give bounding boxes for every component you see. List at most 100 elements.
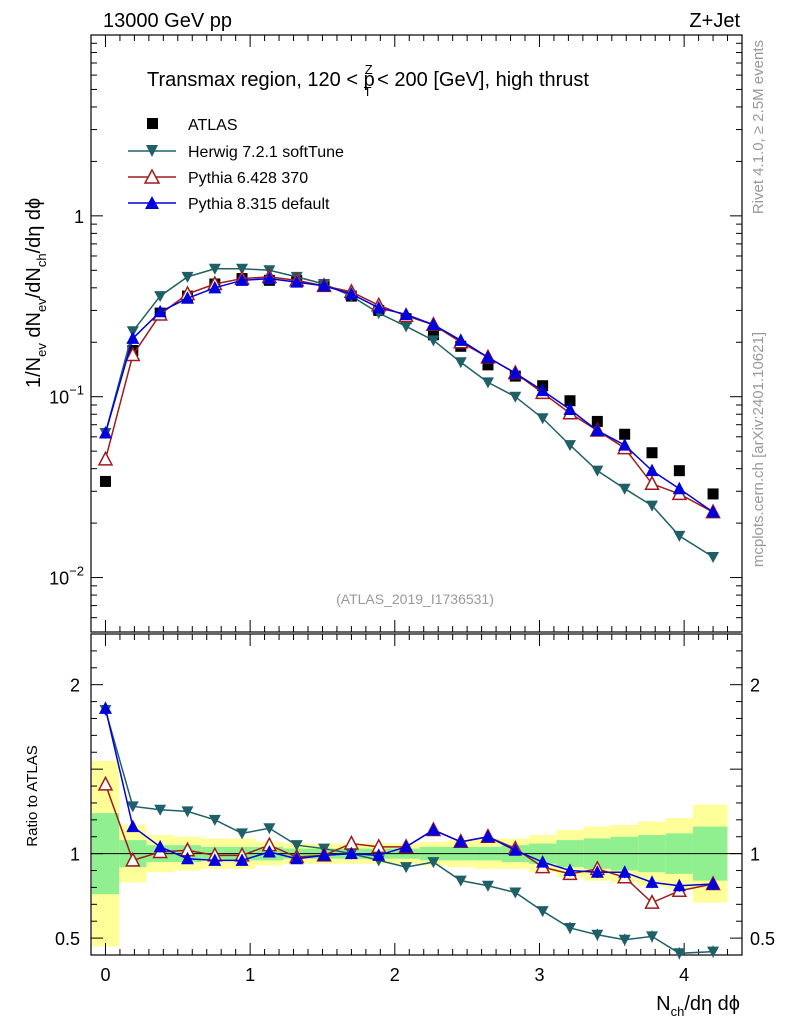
energy-label: 13000 GeV pp xyxy=(103,10,232,32)
point-atlas xyxy=(482,359,494,371)
y-tick-exponent: −1 xyxy=(69,383,84,398)
y-label-part-5: ch xyxy=(34,253,49,267)
y-tick-base: 10 xyxy=(49,569,69,589)
x-tick-label: 3 xyxy=(534,965,544,985)
y-tick-label: 10−1 xyxy=(49,383,84,408)
x-tick-label: 0 xyxy=(100,965,110,985)
ratio-series xyxy=(97,701,721,960)
ratio-tick-label: 0.5 xyxy=(55,929,80,949)
ratio-point-herwig-7-2-1-softtune xyxy=(509,887,522,899)
ratio-point-pythia-8-315-default xyxy=(180,851,194,865)
ratio-point-pythia-8-315-default xyxy=(290,851,304,865)
ratio-point-herwig-7-2-1-softtune xyxy=(236,828,249,840)
point-pythia-8-315-default xyxy=(536,383,550,397)
x-tick-label: 2 xyxy=(390,965,400,985)
point-herwig-7-2-1-softtune xyxy=(563,440,576,452)
ratio-point-herwig-7-2-1-softtune xyxy=(673,948,686,960)
ratio-point-herwig-7-2-1-softtune xyxy=(536,906,549,918)
ratio-tick-label: 2 xyxy=(70,676,80,696)
point-herwig-7-2-1-softtune xyxy=(154,291,167,303)
x-tick-label: 1 xyxy=(245,965,255,985)
ratio-frame xyxy=(90,633,743,956)
point-pythia-8-315-default xyxy=(706,505,720,518)
point-pythia-8-315-default xyxy=(126,331,140,344)
y-label-part-0: 1/N xyxy=(23,357,45,388)
point-pythia-6-428-370 xyxy=(644,475,660,491)
ratio-point-pythia-8-315-default xyxy=(344,846,358,860)
y-tick-exponent: −2 xyxy=(69,564,84,579)
point-pythia-8-315-default xyxy=(508,366,522,379)
point-pythia-8-315-default xyxy=(590,423,604,437)
x-label-part-1: ch xyxy=(671,1004,685,1019)
plot-title-post: < 200 [GeV], high thrust xyxy=(372,69,590,91)
plot-title-sub: T xyxy=(364,84,372,99)
legend-label-atlas: ATLAS xyxy=(188,117,238,134)
point-pythia-8-315-default xyxy=(153,304,167,318)
y-axis-label: 1/Nev dNev/dNch/dη dϕ xyxy=(23,198,49,388)
ratio-point-pythia-6-428-370 xyxy=(125,851,141,867)
ratio-point-pythia-8-315-default xyxy=(372,848,386,861)
point-pythia-8-315-default xyxy=(426,317,440,331)
point-herwig-7-2-1-softtune xyxy=(208,263,221,275)
legend-marker-herwig xyxy=(146,145,158,157)
point-pythia-8-315-default xyxy=(235,273,249,286)
point-atlas xyxy=(619,428,631,440)
legend-marker-pythia8 xyxy=(145,196,159,209)
series-line-herwig-7-2-1-softtune xyxy=(104,267,714,558)
ratio-point-pythia-6-428-370 xyxy=(644,894,660,909)
ratio-point-pythia-8-315-default xyxy=(317,848,331,861)
point-atlas xyxy=(427,329,439,341)
ratio-point-pythia-8-315-default xyxy=(426,822,440,836)
point-herwig-7-2-1-softtune xyxy=(618,483,631,495)
point-pythia-8-315-default xyxy=(208,280,222,294)
y-label-part-3: ev xyxy=(34,298,49,312)
legend: ATLAS Herwig 7.2.1 softTune Pythia 6.428… xyxy=(128,117,344,213)
point-herwig-7-2-1-softtune xyxy=(591,465,604,477)
point-pythia-8-315-default xyxy=(454,333,468,346)
point-pythia-8-315-default xyxy=(563,402,577,415)
point-pythia-8-315-default xyxy=(290,275,304,288)
ratio-point-herwig-7-2-1-softtune xyxy=(181,806,194,818)
ratio-y-label: Ratio to ATLAS xyxy=(24,745,41,846)
point-pythia-8-315-default xyxy=(399,307,413,320)
ratio-point-herwig-7-2-1-softtune xyxy=(400,862,413,874)
point-herwig-7-2-1-softtune xyxy=(400,321,413,333)
ratio-point-pythia-8-315-default xyxy=(153,839,167,853)
point-pythia-8-315-default xyxy=(372,300,386,314)
legend-marker-pythia6 xyxy=(143,168,161,184)
analysis-id: (ATLAS_2019_I1736531) xyxy=(336,591,494,607)
plot-title-pre: Transmax region, 120 < p xyxy=(147,69,375,91)
point-herwig-7-2-1-softtune xyxy=(707,551,720,563)
ratio-point-pythia-8-315-default xyxy=(618,865,632,878)
legend-label-herwig: Herwig 7.2.1 softTune xyxy=(188,144,344,161)
ratio-point-herwig-7-2-1-softtune xyxy=(707,946,720,958)
legend-label-pythia6: Pythia 6.428 370 xyxy=(188,170,308,187)
series-line-pythia-6-428-370 xyxy=(104,276,714,513)
ratio-point-pythia-8-315-default xyxy=(645,875,659,888)
point-herwig-7-2-1-softtune xyxy=(236,263,249,275)
ratio-point-pythia-8-315-default xyxy=(672,878,686,892)
plot-title: Transmax region, 120 < pZ T < 200 [GeV], … xyxy=(147,62,589,99)
point-pythia-8-315-default xyxy=(481,350,495,363)
ratio-point-pythia-8-315-default xyxy=(235,853,249,866)
point-atlas xyxy=(591,415,603,427)
ratio-point-herwig-7-2-1-softtune xyxy=(154,804,167,816)
y-tick-label: 10−2 xyxy=(49,564,84,589)
point-pythia-8-315-default xyxy=(344,286,358,300)
point-pythia-8-315-default xyxy=(98,425,112,439)
y-label-part-6: /dη dϕ xyxy=(23,198,45,254)
ratio-point-pythia-8-315-default xyxy=(98,701,112,714)
point-pythia-8-315-default xyxy=(645,463,659,477)
plot-title-sup: Z xyxy=(365,62,373,77)
point-herwig-7-2-1-softtune xyxy=(673,530,686,542)
y-tick-base: 10 xyxy=(49,388,69,408)
ratio-point-pythia-8-315-default xyxy=(706,877,720,890)
point-pythia-8-315-default xyxy=(262,271,276,285)
ratio-point-pythia-8-315-default xyxy=(536,855,550,868)
point-pythia-8-315-default xyxy=(618,438,632,451)
ratio-point-herwig-7-2-1-softtune xyxy=(563,922,576,934)
ratio-point-herwig-7-2-1-softtune xyxy=(263,823,276,835)
ratio-point-pythia-8-315-default xyxy=(563,863,577,877)
ratio-point-pythia-8-315-default xyxy=(208,853,222,866)
